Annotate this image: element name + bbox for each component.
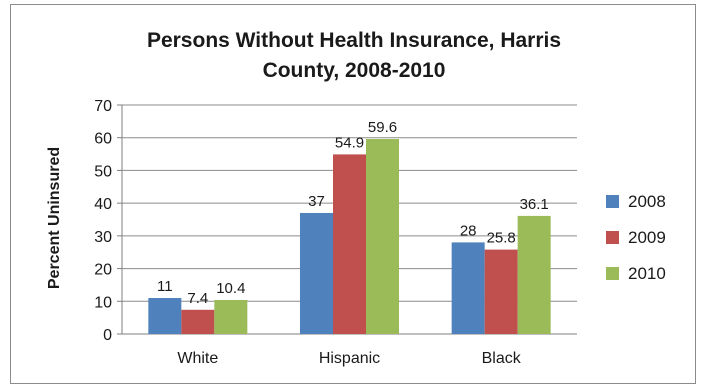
y-tick-label: 50	[94, 163, 112, 180]
chart-frame: Persons Without Health Insurance, Harris…	[10, 4, 696, 384]
data-label: 59.6	[368, 119, 397, 136]
bar-hispanic-2010	[366, 139, 399, 334]
legend: 2008 2009 2010	[606, 192, 666, 283]
bar-white-2008	[148, 298, 182, 334]
data-label: 7.4	[187, 290, 208, 307]
y-axis-label: Percent Uninsured	[46, 147, 63, 289]
y-tick-label: 30	[94, 229, 112, 246]
data-label: 28	[460, 222, 477, 239]
bar-white-2009	[181, 309, 215, 334]
data-label: 10.4	[216, 280, 245, 297]
data-label: 36.1	[520, 196, 549, 213]
legend-label-2009: 2009	[628, 228, 666, 247]
y-tick-label: 60	[94, 131, 112, 148]
data-label: 11	[157, 278, 173, 295]
y-axis-ticks: 0 10 20 30 40 50 60 70	[94, 98, 112, 344]
bar-black-2009	[484, 249, 518, 334]
y-tick-label: 70	[94, 98, 112, 115]
chart-title-line-2: County, 2008-2010	[263, 59, 446, 82]
bar-hispanic-2009	[333, 154, 366, 334]
bars	[148, 139, 551, 334]
bar-chart: Persons Without Health Insurance, Harris…	[46, 29, 666, 367]
bar-white-2010	[214, 299, 248, 334]
legend-swatch-2010	[606, 267, 619, 280]
y-tick-label: 10	[94, 294, 112, 311]
chart-title-line-1: Persons Without Health Insurance, Harris	[147, 29, 561, 52]
y-tick-label: 20	[94, 262, 112, 279]
category-label: Hispanic	[319, 350, 380, 367]
category-label: White	[177, 350, 218, 367]
legend-label-2008: 2008	[628, 192, 666, 211]
data-label: 54.9	[335, 134, 364, 151]
legend-swatch-2009	[606, 231, 619, 244]
bar-black-2008	[451, 242, 485, 334]
bar-black-2010	[517, 215, 551, 334]
data-label: 25.8	[487, 230, 516, 247]
bar-hispanic-2008	[300, 212, 333, 334]
category-label: Black	[482, 350, 522, 367]
data-label: 37	[308, 193, 325, 210]
y-tick-label: 40	[94, 196, 112, 213]
data-labels: 11 7.4 10.4 37 54.959.6 28 25.836.1	[157, 119, 549, 307]
x-axis-categories: White Hispanic Black	[177, 350, 521, 367]
legend-swatch-2008	[606, 195, 619, 208]
legend-label-2010: 2010	[628, 264, 666, 283]
y-tick-label: 0	[103, 327, 112, 344]
